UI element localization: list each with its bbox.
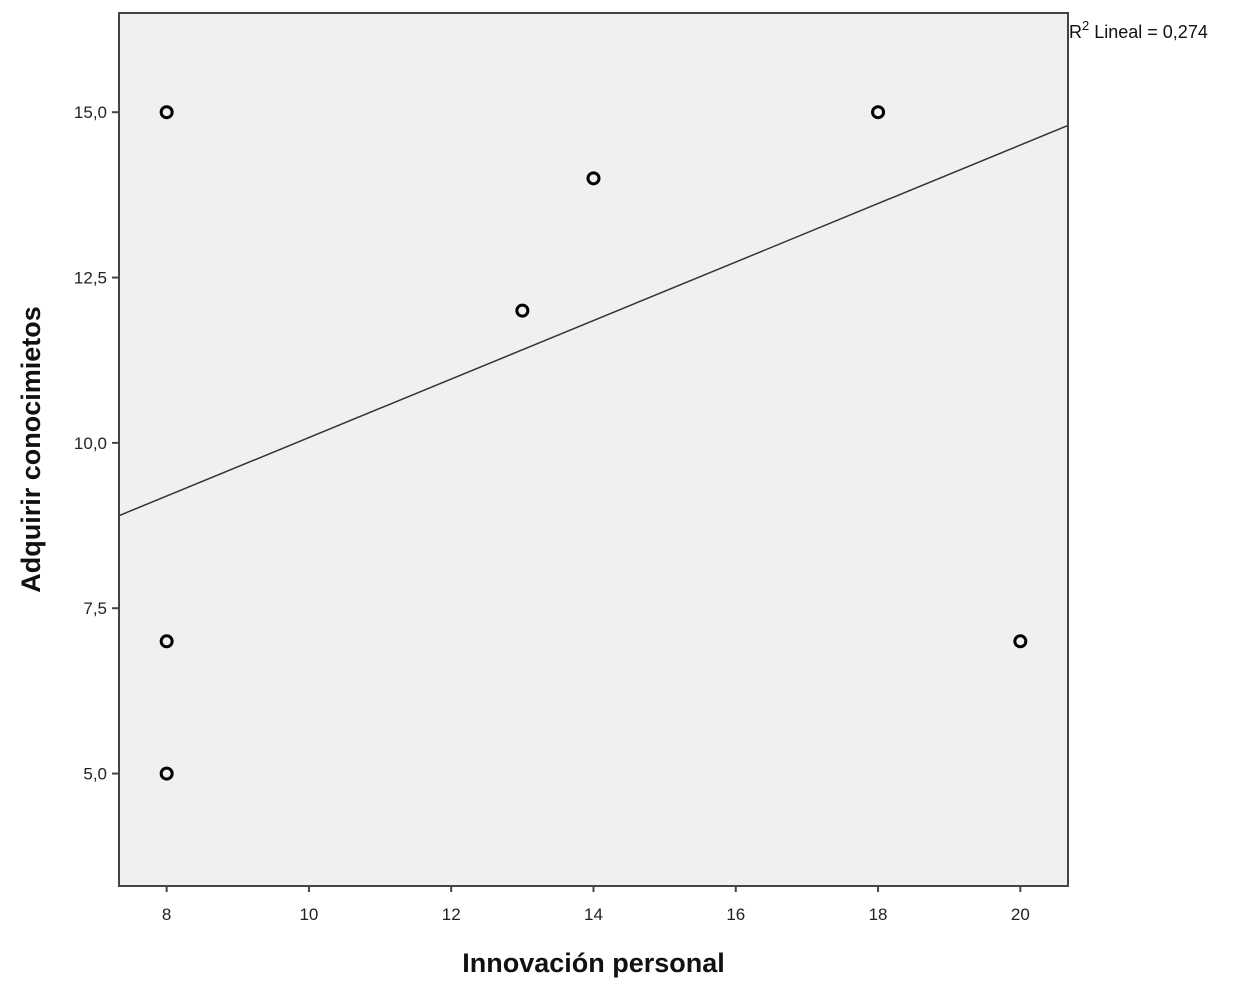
y-axis-title: Adquirir conocimietos xyxy=(16,306,46,593)
linear-fit-line xyxy=(118,124,1069,517)
y-tick-label: 5,0 xyxy=(83,765,107,784)
plot-area xyxy=(119,13,1068,886)
x-tick-label: 12 xyxy=(442,905,461,924)
data-point xyxy=(515,303,530,318)
data-points xyxy=(159,105,1028,781)
data-point xyxy=(159,105,174,120)
x-tick-label: 10 xyxy=(299,905,318,924)
x-tick-label: 18 xyxy=(869,905,888,924)
x-tick-label: 16 xyxy=(726,905,745,924)
r-squared-superscript: 2 xyxy=(1082,18,1089,33)
data-point xyxy=(871,105,886,120)
y-tick-label: 10,0 xyxy=(74,434,107,453)
data-point xyxy=(586,171,601,186)
y-tick-label: 7,5 xyxy=(83,599,107,618)
y-tick-label: 15,0 xyxy=(74,103,107,122)
data-point xyxy=(1013,634,1028,649)
r-squared-value: Lineal = 0,274 xyxy=(1089,22,1208,42)
x-tick-label: 8 xyxy=(162,905,171,924)
x-axis: 8 10 12 14 16 18 20 xyxy=(162,886,1030,924)
r-squared-annotation: R2 Lineal = 0,274 xyxy=(1069,18,1208,42)
data-point xyxy=(159,634,174,649)
y-tick-label: 12,5 xyxy=(74,269,107,288)
x-tick-label: 14 xyxy=(584,905,603,924)
x-axis-title: Innovación personal xyxy=(462,948,725,978)
y-axis: 5,0 7,5 10,0 12,5 15,0 xyxy=(74,103,119,784)
data-point xyxy=(159,766,174,781)
r-squared-prefix: R xyxy=(1069,22,1082,42)
x-tick-label: 20 xyxy=(1011,905,1030,924)
